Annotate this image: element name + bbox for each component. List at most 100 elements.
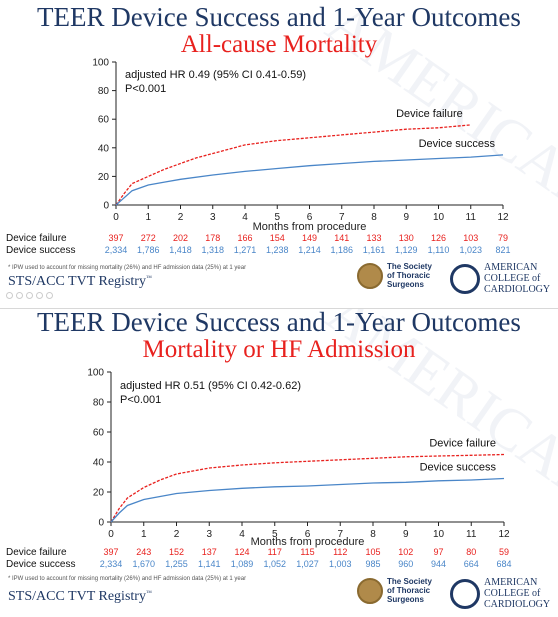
x-tick-label: 11 <box>466 212 477 223</box>
zoom-icon[interactable] <box>36 292 43 299</box>
risk-table-cell: 1,052 <box>263 559 286 569</box>
slide-1: AMERICAN C TEER Device Success and 1-Yea… <box>0 0 558 308</box>
risk-table-cell: 103 <box>463 233 478 243</box>
x-tick-label: 1 <box>145 212 151 223</box>
risk-table-cell: 985 <box>365 559 380 569</box>
x-tick-label: 0 <box>113 212 119 223</box>
risk-table-cell: 2,334 <box>105 245 128 255</box>
y-tick-label: 100 <box>92 58 109 69</box>
acc-logo-line: COLLEGE of <box>484 588 541 599</box>
series-line-device-success <box>115 154 504 206</box>
prev-slide-icon[interactable] <box>6 292 13 299</box>
x-tick-label: 4 <box>239 529 245 540</box>
x-tick-label: 2 <box>178 212 184 223</box>
slide-title-line1: TEER Device Success and 1-Year Outcomes <box>37 308 521 337</box>
series-line-device-failure <box>110 453 505 523</box>
risk-table-cell: 79 <box>498 233 508 243</box>
risk-table-cell: 1,110 <box>428 245 450 255</box>
trademark-mark: ™ <box>145 590 152 597</box>
registry-name: STS/ACC TVT Registry™ <box>8 589 152 604</box>
sts-logo-line: of Thoracic <box>387 271 431 280</box>
series-label: Device failure <box>396 108 463 120</box>
risk-table-cell: 1,786 <box>137 245 160 255</box>
acc-logo-line: AMERICAN <box>484 262 538 273</box>
x-tick-label: 5 <box>274 212 280 223</box>
footnote: * IPW used to account for missing mortal… <box>8 265 247 271</box>
hr-annotation: adjusted HR 0.49 (95% CI 0.41-0.59) <box>125 69 306 81</box>
risk-table-cell: 960 <box>398 559 413 569</box>
risk-table-cell: 80 <box>466 547 476 557</box>
y-tick-label: 40 <box>93 458 105 469</box>
risk-table-cell: 166 <box>237 233 252 243</box>
risk-table-row-label: Device failure <box>6 547 67 558</box>
risk-table-cell: 1,023 <box>459 245 482 255</box>
risk-table-cell: 105 <box>365 547 380 557</box>
risk-table-cell: 821 <box>495 245 510 255</box>
risk-table-cell: 1,255 <box>165 559 188 569</box>
more-icon[interactable] <box>46 292 53 299</box>
y-tick-label: 40 <box>98 143 110 154</box>
series-label: Device success <box>419 138 496 150</box>
risk-table-cell: 2,334 <box>100 559 123 569</box>
risk-table-cell: 133 <box>366 233 381 243</box>
acc-logo: AMERICAN COLLEGE of CARDIOLOGY <box>450 262 550 295</box>
risk-table-cell: 1,129 <box>395 245 418 255</box>
acc-seal-icon <box>450 263 480 294</box>
risk-table-cell: 1,027 <box>296 559 319 569</box>
series-label: Device success <box>420 462 497 474</box>
risk-table-cell: 152 <box>169 547 184 557</box>
x-tick-label: 6 <box>305 529 311 540</box>
series-line-device-failure <box>115 124 471 206</box>
sts-logo: The Society of Thoracic Surgeons <box>357 577 432 604</box>
acc-logo: AMERICAN COLLEGE of CARDIOLOGY <box>450 577 550 610</box>
x-tick-label: 9 <box>403 529 409 540</box>
risk-table-cell: 243 <box>136 547 151 557</box>
risk-table-cell: 397 <box>108 233 123 243</box>
x-axis-label: Months from procedure <box>251 536 365 548</box>
risk-table-cell: 1,186 <box>330 245 353 255</box>
hr-annotation: adjusted HR 0.51 (95% CI 0.42-0.62) <box>120 380 301 392</box>
risk-table-cell: 59 <box>499 547 509 557</box>
hr-annotation: P<0.001 <box>120 394 161 406</box>
acc-logo-line: COLLEGE of <box>484 273 541 284</box>
x-tick-label: 6 <box>307 212 313 223</box>
risk-table-cell: 1,161 <box>363 245 386 255</box>
slide-title-line2: All-cause Mortality <box>180 31 378 58</box>
risk-table-cell: 944 <box>431 559 446 569</box>
risk-table-cell: 664 <box>464 559 479 569</box>
x-tick-label: 7 <box>337 529 343 540</box>
x-tick-label: 3 <box>206 529 212 540</box>
risk-table-cell: 397 <box>103 547 118 557</box>
x-tick-label: 8 <box>370 529 376 540</box>
slide-nav-controls[interactable] <box>6 292 53 299</box>
y-tick-label: 0 <box>103 201 109 212</box>
series-label: Device failure <box>429 438 496 450</box>
acc-logo-line: CARDIOLOGY <box>484 284 551 295</box>
risk-table-cell: 684 <box>496 559 511 569</box>
risk-table-cell: 1,141 <box>198 559 221 569</box>
sts-logo-line: Surgeons <box>387 595 424 604</box>
risk-table-cell: 1,214 <box>298 245 321 255</box>
pen-icon[interactable] <box>26 292 33 299</box>
x-tick-label: 8 <box>371 212 377 223</box>
y-tick-label: 20 <box>93 488 105 499</box>
next-slide-icon[interactable] <box>16 292 23 299</box>
y-tick-label: 0 <box>98 518 104 529</box>
slide-title-line1: TEER Device Success and 1-Year Outcomes <box>37 2 521 32</box>
x-tick-label: 4 <box>242 212 248 223</box>
risk-table-cell: 115 <box>300 547 314 557</box>
y-tick-label: 60 <box>98 115 110 126</box>
slide-2: AMERICAN C TEER Device Success and 1-Yea… <box>0 308 558 617</box>
sts-seal-icon <box>357 577 383 604</box>
y-tick-label: 60 <box>93 428 105 439</box>
x-tick-label: 1 <box>141 529 147 540</box>
x-tick-label: 0 <box>108 529 114 540</box>
risk-table-cell: 102 <box>398 547 413 557</box>
slide-title-line2: Mortality or HF Admission <box>142 336 416 363</box>
risk-table-cell: 130 <box>399 233 414 243</box>
risk-table-cell: 1,238 <box>266 245 289 255</box>
sts-logo: The Society of Thoracic Surgeons <box>357 262 432 289</box>
risk-table-row-label: Device failure <box>6 233 67 244</box>
